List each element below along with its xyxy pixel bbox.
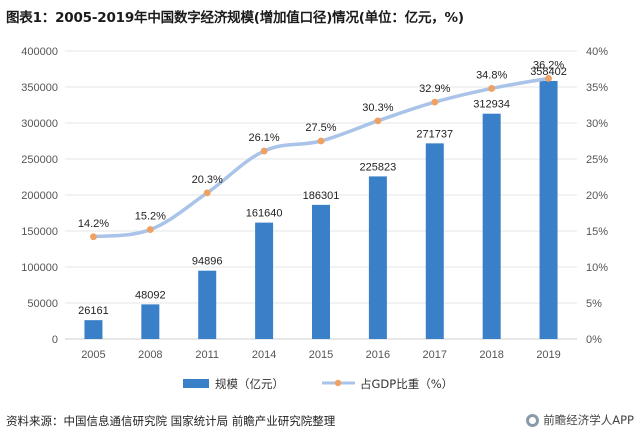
bar-value-label: 26161 bbox=[78, 305, 109, 317]
y-left-tick-label: 250000 bbox=[21, 154, 58, 166]
y-right-tick-label: 40% bbox=[586, 46, 608, 58]
gdp-share-point bbox=[545, 74, 552, 82]
bar-value-label: 225823 bbox=[360, 161, 397, 173]
bar-value-label: 271737 bbox=[416, 128, 453, 140]
line-series: 14.2% 15.2% 20.3% 26.1% 27.5% 30.3% 32.9% 34.8%… bbox=[78, 59, 564, 241]
gdp-share-point bbox=[317, 137, 325, 145]
gdp-share-label: 20.3% bbox=[192, 174, 223, 186]
gdp-share-point bbox=[146, 226, 154, 233]
brand-label: 前瞻经济学人APP bbox=[543, 413, 634, 427]
y-left-tick-label: 100000 bbox=[21, 262, 58, 274]
source-note: 资料来源：中国信息通信研究院 国家统计局 前瞻产业研究院整理 bbox=[6, 414, 336, 428]
legend-bar-label: 规模（亿元） bbox=[215, 377, 284, 391]
x-tick-label: 2014 bbox=[252, 349, 276, 361]
gdp-share-point bbox=[260, 147, 268, 155]
y-left-tick-label: 50000 bbox=[27, 298, 58, 310]
bar bbox=[368, 176, 387, 339]
gdp-share-point bbox=[374, 117, 382, 125]
gdp-share-label: 27.5% bbox=[305, 122, 336, 134]
brand-credit: 前瞻经济学人APP bbox=[526, 412, 634, 428]
y-left-tick-label: 0 bbox=[52, 334, 58, 346]
y-axis-right: 0% 5% 10% 15% 20% 25% 30% 35% 40% bbox=[586, 46, 608, 346]
gdp-share-point bbox=[488, 85, 496, 92]
x-tick-label: 2017 bbox=[423, 349, 447, 361]
brand-logo-icon bbox=[526, 413, 540, 427]
gdp-share-point bbox=[203, 189, 211, 197]
gdp-share-label: 26.1% bbox=[249, 132, 280, 144]
y-right-tick-label: 0% bbox=[586, 334, 602, 346]
bar bbox=[482, 113, 501, 339]
bar bbox=[198, 270, 217, 339]
chart-title: 图表1：2005-2019年中国数字经济规模(增加值口径)情况(单位：亿元，%) bbox=[6, 10, 464, 26]
bar-value-label: 186301 bbox=[303, 190, 340, 202]
bar bbox=[539, 80, 558, 339]
y-right-tick-label: 5% bbox=[586, 298, 602, 310]
y-right-tick-label: 30% bbox=[586, 118, 608, 130]
gdp-share-label: 15.2% bbox=[135, 211, 166, 223]
x-tick-label: 2005 bbox=[81, 349, 105, 361]
y-right-tick-label: 15% bbox=[586, 226, 608, 238]
y-right-tick-label: 25% bbox=[586, 154, 608, 166]
legend-bar-swatch bbox=[183, 379, 209, 388]
legend-line-marker bbox=[334, 379, 342, 387]
x-tick-label: 2016 bbox=[366, 349, 390, 361]
bar-value-label: 161640 bbox=[246, 208, 283, 220]
bar-series: 26161 48092 94896 161640 186301 225823 271737 3… bbox=[78, 66, 567, 339]
bar-value-label: 358402 bbox=[530, 66, 567, 78]
y-right-tick-label: 10% bbox=[586, 262, 608, 274]
x-tick-label: 2018 bbox=[479, 349, 503, 361]
gdp-share-point bbox=[431, 98, 439, 106]
bar bbox=[312, 204, 330, 339]
x-tick-label: 2011 bbox=[195, 349, 219, 361]
x-tick-label: 2008 bbox=[138, 349, 162, 361]
bar-value-label: 48092 bbox=[135, 289, 166, 301]
y-left-tick-label: 200000 bbox=[21, 190, 58, 202]
y-left-tick-label: 150000 bbox=[21, 226, 58, 238]
gdp-share-label: 14.2% bbox=[78, 218, 109, 230]
bar bbox=[255, 222, 274, 339]
bar bbox=[425, 143, 444, 339]
legend-line-label: 占GDP比重（%） bbox=[360, 377, 453, 391]
y-left-tick-label: 400000 bbox=[21, 46, 58, 58]
gdp-share-label: 34.8% bbox=[476, 69, 507, 81]
x-tick-label: 2019 bbox=[536, 349, 560, 361]
y-axis-left: 0 50000 100000 150000 200000 250000 300000 3500… bbox=[21, 46, 58, 346]
y-right-tick-label: 20% bbox=[586, 190, 608, 202]
gdp-share-label: 32.9% bbox=[419, 83, 450, 95]
x-tick-label: 2015 bbox=[309, 349, 333, 361]
bar bbox=[141, 304, 160, 339]
gdp-share-label: 30.3% bbox=[362, 102, 393, 114]
y-left-tick-label: 350000 bbox=[21, 82, 58, 94]
x-axis: 2005 2008 2011 2014 2015 2016 2017 2018 2019 bbox=[81, 349, 561, 361]
legend: 规模（亿元） 占GDP比重（%） bbox=[183, 377, 453, 391]
y-left-tick-label: 300000 bbox=[21, 118, 58, 130]
y-right-tick-label: 35% bbox=[586, 82, 608, 94]
gdp-share-point bbox=[90, 233, 97, 241]
bar-value-label: 94896 bbox=[192, 256, 223, 268]
bar-value-label: 312934 bbox=[473, 99, 510, 111]
bar bbox=[84, 320, 103, 339]
gdp-share-label: 36.2% bbox=[533, 59, 564, 71]
